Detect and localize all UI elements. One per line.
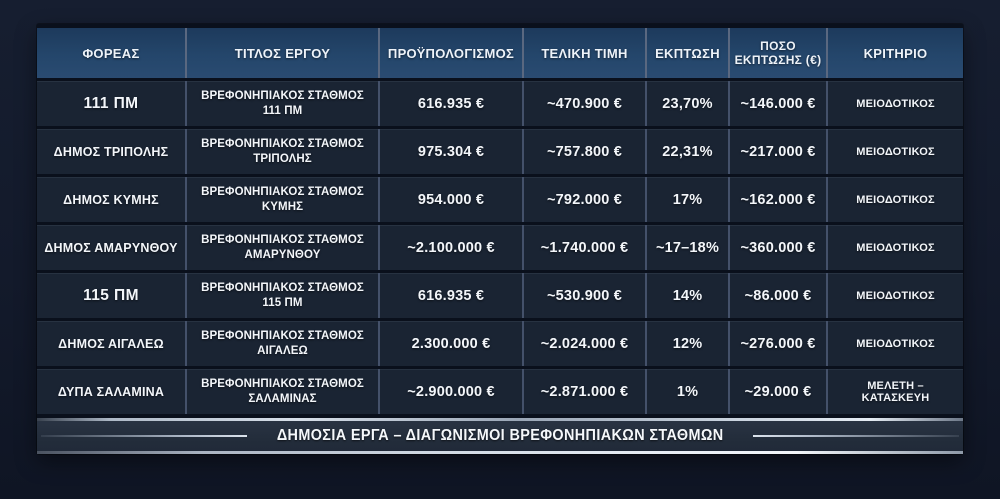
header-cell-criterion: ΚΡΙΤΗΡΙΟ <box>828 28 963 78</box>
header-cell-budget: ΠΡΟΫΠΟΛΟΓΙΣΜΟΣ <box>380 28 524 78</box>
header-cell-amount: ΠΟΣΟ ΕΚΠΤΩΣΗΣ (€) <box>730 28 828 78</box>
cell-final: ~792.000 € <box>524 177 647 222</box>
cell-title: ΒΡΕΦΟΝΗΠΙΑΚΟΣ ΣΤΑΘΜΟΣ ΤΡΙΠΟΛΗΣ <box>187 129 380 174</box>
cell-agency: 111 ΠΜ <box>37 81 187 126</box>
cell-budget: 975.304 € <box>380 129 524 174</box>
header-label: ΕΚΠΤΩΣΗ <box>655 45 720 61</box>
cell-discount: 23,70% <box>647 81 730 126</box>
cell-title: ΒΡΕΦΟΝΗΠΙΑΚΟΣ ΣΤΑΘΜΟΣ ΚΥΜΗΣ <box>187 177 380 222</box>
cell-amount: ~86.000 € <box>730 273 828 318</box>
table-header-row: ΦΟΡΕΑΣ ΤΙΤΛΟΣ ΕΡΓΟΥ ΠΡΟΫΠΟΛΟΓΙΣΜΟΣ ΤΕΛΙΚ… <box>37 28 963 78</box>
table-row: ΔΗΜΟΣ ΚΥΜΗΣ ΒΡΕΦΟΝΗΠΙΑΚΟΣ ΣΤΑΘΜΟΣ ΚΥΜΗΣ 9… <box>37 177 963 222</box>
cell-title: ΒΡΕΦΟΝΗΠΙΑΚΟΣ ΣΤΑΘΜΟΣ ΑΙΓΑΛΕΩ <box>187 321 380 366</box>
cell-agency: ΔΗΜΟΣ ΤΡΙΠΟΛΗΣ <box>37 129 187 174</box>
projects-table: ΦΟΡΕΑΣ ΤΙΤΛΟΣ ΕΡΓΟΥ ΠΡΟΫΠΟΛΟΓΙΣΜΟΣ ΤΕΛΙΚ… <box>37 24 963 454</box>
cell-discount: 12% <box>647 321 730 366</box>
cell-agency: ΔΥΠΑ ΣΑΛΑΜΙΝΑ <box>37 369 187 414</box>
cell-final: ~1.740.000 € <box>524 225 647 270</box>
cell-criterion: ΜΕΙΟΔΟΤΙΚΟΣ <box>828 225 963 270</box>
header-cell-title: ΤΙΤΛΟΣ ΕΡΓΟΥ <box>187 28 380 78</box>
cell-budget: ~2.100.000 € <box>380 225 524 270</box>
cell-amount: ~360.000 € <box>730 225 828 270</box>
cell-criterion: ΜΕΙΟΔΟΤΙΚΟΣ <box>828 177 963 222</box>
cell-criterion: ΜΕΙΟΔΟΤΙΚΟΣ <box>828 273 963 318</box>
cell-discount: 22,31% <box>647 129 730 174</box>
header-label: ΦΟΡΕΑΣ <box>82 45 140 61</box>
cell-budget: 2.300.000 € <box>380 321 524 366</box>
cell-amount: ~29.000 € <box>730 369 828 414</box>
cell-agency: ΔΗΜΟΣ ΚΥΜΗΣ <box>37 177 187 222</box>
cell-title: ΒΡΕΦΟΝΗΠΙΑΚΟΣ ΣΤΑΘΜΟΣ ΑΜΑΡΥΝΘΟΥ <box>187 225 380 270</box>
cell-amount: ~276.000 € <box>730 321 828 366</box>
cell-budget: ~2.900.000 € <box>380 369 524 414</box>
cell-agency: ΔΗΜΟΣ ΑΙΓΑΛΕΩ <box>37 321 187 366</box>
footer-rule-left <box>41 435 247 437</box>
header-cell-agency: ΦΟΡΕΑΣ <box>37 28 187 78</box>
cell-criterion: ΜΕΙΟΔΟΤΙΚΟΣ <box>828 81 963 126</box>
table-row: 115 ΠΜ ΒΡΕΦΟΝΗΠΙΑΚΟΣ ΣΤΑΘΜΟΣ 115 ΠΜ 616.9… <box>37 273 963 318</box>
cell-budget: 616.935 € <box>380 273 524 318</box>
table-row: ΔΗΜΟΣ ΑΙΓΑΛΕΩ ΒΡΕΦΟΝΗΠΙΑΚΟΣ ΣΤΑΘΜΟΣ ΑΙΓΑΛ… <box>37 321 963 366</box>
cell-title: ΒΡΕΦΟΝΗΠΙΑΚΟΣ ΣΤΑΘΜΟΣ ΣΑΛΑΜΙΝΑΣ <box>187 369 380 414</box>
cell-final: ~757.800 € <box>524 129 647 174</box>
cell-final: ~530.900 € <box>524 273 647 318</box>
cell-final: ~470.900 € <box>524 81 647 126</box>
cell-discount: ~17–18% <box>647 225 730 270</box>
table-row: ΔΗΜΟΣ ΑΜΑΡΥΝΘΟΥ ΒΡΕΦΟΝΗΠΙΑΚΟΣ ΣΤΑΘΜΟΣ ΑΜΑ… <box>37 225 963 270</box>
footer-rule-right <box>753 435 959 437</box>
cell-final: ~2.871.000 € <box>524 369 647 414</box>
cell-discount: 1% <box>647 369 730 414</box>
cell-title: ΒΡΕΦΟΝΗΠΙΑΚΟΣ ΣΤΑΘΜΟΣ 115 ΠΜ <box>187 273 380 318</box>
header-cell-final: ΤΕΛΙΚΗ ΤΙΜΗ <box>524 28 647 78</box>
cell-discount: 14% <box>647 273 730 318</box>
cell-criterion: ΜΕΙΟΔΟΤΙΚΟΣ <box>828 129 963 174</box>
header-label: ΤΕΛΙΚΗ ΤΙΜΗ <box>541 45 628 61</box>
cell-criterion: ΜΕΛΕΤΗ – ΚΑΤΑΣΚΕΥΗ <box>828 369 963 414</box>
cell-budget: 616.935 € <box>380 81 524 126</box>
header-label: ΤΙΤΛΟΣ ΕΡΓΟΥ <box>234 45 331 61</box>
cell-criterion: ΜΕΙΟΔΟΤΙΚΟΣ <box>828 321 963 366</box>
cell-final: ~2.024.000 € <box>524 321 647 366</box>
cell-agency: ΔΗΜΟΣ ΑΜΑΡΥΝΘΟΥ <box>37 225 187 270</box>
cell-budget: 954.000 € <box>380 177 524 222</box>
table-row: ΔΗΜΟΣ ΤΡΙΠΟΛΗΣ ΒΡΕΦΟΝΗΠΙΑΚΟΣ ΣΤΑΘΜΟΣ ΤΡΙΠ… <box>37 129 963 174</box>
table-row: 111 ΠΜ ΒΡΕΦΟΝΗΠΙΑΚΟΣ ΣΤΑΘΜΟΣ 111 ΠΜ 616.9… <box>37 81 963 126</box>
cell-agency: 115 ΠΜ <box>37 273 187 318</box>
footer-title: ΔΗΜΟΣΙΑ ΕΡΓΑ – ΔΙΑΓΩΝΙΣΜΟΙ ΒΡΕΦΟΝΗΠΙΑΚΩΝ… <box>276 427 724 444</box>
header-label: ΠΡΟΫΠΟΛΟΓΙΣΜΟΣ <box>387 45 515 61</box>
header-label: ΕΚΠΤΩΣΗΣ (€) <box>734 53 822 67</box>
cell-amount: ~162.000 € <box>730 177 828 222</box>
cell-title: ΒΡΕΦΟΝΗΠΙΑΚΟΣ ΣΤΑΘΜΟΣ 111 ΠΜ <box>187 81 380 126</box>
footer-banner: ΔΗΜΟΣΙΑ ΕΡΓΑ – ΔΙΑΓΩΝΙΣΜΟΙ ΒΡΕΦΟΝΗΠΙΑΚΩΝ… <box>37 418 963 454</box>
header-label: ΚΡΙΤΗΡΙΟ <box>863 45 928 61</box>
header-label: ΠΟΣΟ <box>760 38 796 53</box>
cell-amount: ~217.000 € <box>730 129 828 174</box>
table-row: ΔΥΠΑ ΣΑΛΑΜΙΝΑ ΒΡΕΦΟΝΗΠΙΑΚΟΣ ΣΤΑΘΜΟΣ ΣΑΛΑΜ… <box>37 369 963 414</box>
header-cell-discount: ΕΚΠΤΩΣΗ <box>647 28 730 78</box>
cell-amount: ~146.000 € <box>730 81 828 126</box>
cell-discount: 17% <box>647 177 730 222</box>
